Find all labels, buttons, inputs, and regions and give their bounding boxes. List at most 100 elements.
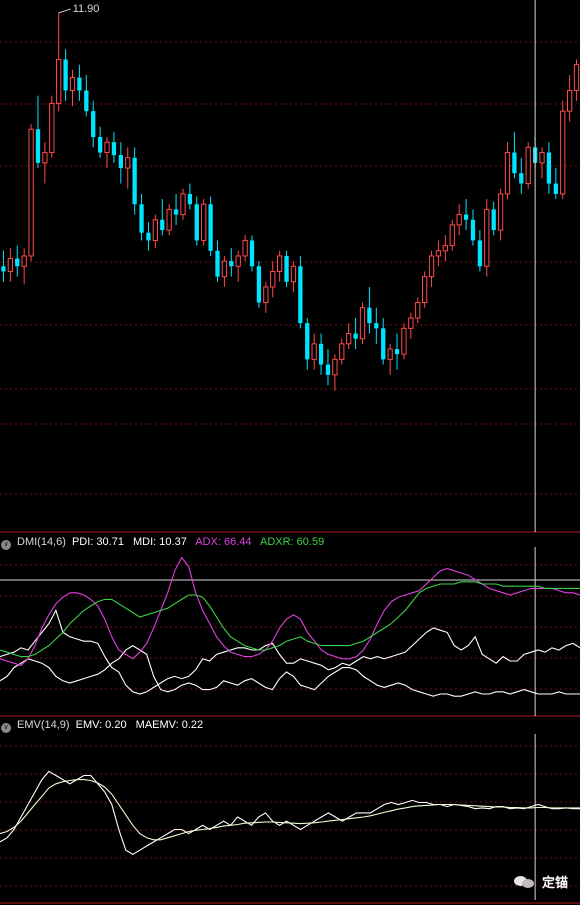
candle-down xyxy=(256,266,262,303)
candle-down xyxy=(318,343,324,365)
candle-down xyxy=(15,258,20,267)
maemv-value: MAEMV: 0.22 xyxy=(135,719,204,731)
candle-up xyxy=(56,58,62,104)
candle-up xyxy=(339,343,345,360)
candle-down xyxy=(97,137,103,153)
candle-down xyxy=(394,349,400,355)
candle-up xyxy=(221,260,228,278)
candle-down xyxy=(249,240,255,267)
candle-up xyxy=(567,89,573,112)
candle-down xyxy=(118,155,123,169)
candle-down xyxy=(463,214,469,220)
high-marker-line xyxy=(58,8,71,14)
adx-value: ADX: 66.44 xyxy=(195,536,252,548)
candle-up xyxy=(387,348,393,360)
emv-title: EMV(14,9) xyxy=(17,719,70,731)
candle-down xyxy=(367,307,372,324)
dmi-pdi-line xyxy=(0,608,580,695)
emv-maemv-line xyxy=(0,779,580,841)
candle-up xyxy=(21,255,27,267)
candle-up xyxy=(277,255,283,272)
candle-up xyxy=(525,146,531,185)
dmi-collapse-toggle-icon[interactable]: ∨ xyxy=(1,540,11,550)
candle-down xyxy=(298,266,303,324)
candle-down xyxy=(546,152,552,184)
dmi-adx-line xyxy=(0,556,580,667)
candle-up xyxy=(180,193,186,216)
candle-down xyxy=(470,219,476,241)
candle-up xyxy=(69,77,76,91)
candle-up xyxy=(401,327,407,355)
candle-down xyxy=(160,219,165,231)
candle-down xyxy=(374,323,379,329)
emv-collapse-toggle-icon[interactable]: ∨ xyxy=(1,723,11,733)
emv-legend: ∨ EMV(14,9) EMV: 0.20 MAEMV: 0.22 xyxy=(0,717,580,733)
candle-down xyxy=(132,157,137,205)
candle-up xyxy=(415,301,421,319)
candle-up xyxy=(497,193,504,231)
candle-down xyxy=(187,193,193,205)
candle-up xyxy=(504,152,511,195)
candle-down xyxy=(91,111,96,138)
candle-up xyxy=(484,208,490,267)
candle-up xyxy=(332,358,338,376)
dmi-mdi-line xyxy=(0,644,580,697)
candle-down xyxy=(194,204,199,241)
candle-down xyxy=(353,333,358,339)
emv-value: EMV: 0.20 xyxy=(75,719,127,731)
candle-down xyxy=(491,209,496,231)
emv-emv-line xyxy=(0,770,580,856)
candle-down xyxy=(325,364,331,375)
candle-up xyxy=(125,157,131,169)
dmi-adxr-line xyxy=(0,581,580,658)
candle-up xyxy=(263,286,269,303)
candle-up xyxy=(435,250,442,257)
candle-up xyxy=(270,270,276,288)
candle-down xyxy=(1,266,6,272)
candle-up xyxy=(235,255,241,267)
candle-up xyxy=(104,141,110,154)
candle-down xyxy=(381,328,386,360)
candle-down xyxy=(553,183,558,194)
candle-down xyxy=(63,59,68,91)
candle-up xyxy=(290,265,297,283)
candle-down xyxy=(229,261,234,267)
candle-down xyxy=(146,232,151,241)
adxr-value: ADXR: 60.59 xyxy=(260,536,325,548)
pdi-value: PDI: 30.71 xyxy=(71,536,124,548)
candle-up xyxy=(201,203,207,241)
candle-up xyxy=(152,219,158,241)
candle-down xyxy=(215,250,220,277)
candle-up xyxy=(573,64,580,91)
candle-up xyxy=(442,245,448,252)
candle-down xyxy=(305,323,310,360)
candle-up xyxy=(456,214,462,226)
dmi-legend: ∨ DMI(14,6) PDI: 30.71 MDI: 10.37 ADX: 66… xyxy=(0,534,580,550)
candle-down xyxy=(139,204,144,233)
watermark-label: 定锚 xyxy=(541,875,568,890)
dmi-title: DMI(14,6) xyxy=(17,536,66,548)
candle-down xyxy=(284,255,289,282)
candle-up xyxy=(49,102,55,154)
candle-up xyxy=(242,239,248,257)
candle-up xyxy=(28,128,34,257)
watermark: 定锚 xyxy=(513,872,568,891)
candle-up xyxy=(7,258,13,272)
candle-down xyxy=(173,209,179,215)
candle-up xyxy=(166,208,172,231)
candle-down xyxy=(477,240,483,267)
candle-up xyxy=(42,152,48,164)
candle-up xyxy=(346,333,352,345)
high-price-label: 11.90 xyxy=(73,3,100,15)
candle-up xyxy=(422,276,428,303)
candle-down xyxy=(111,142,117,156)
candle-up xyxy=(539,152,545,164)
candle-up xyxy=(359,307,366,340)
candle-up xyxy=(311,343,317,360)
candle-down xyxy=(512,152,517,174)
mdi-value: MDI: 10.37 xyxy=(133,536,187,548)
candle-down xyxy=(208,204,213,251)
wechat-icon xyxy=(513,874,536,890)
candle-up xyxy=(560,110,566,195)
